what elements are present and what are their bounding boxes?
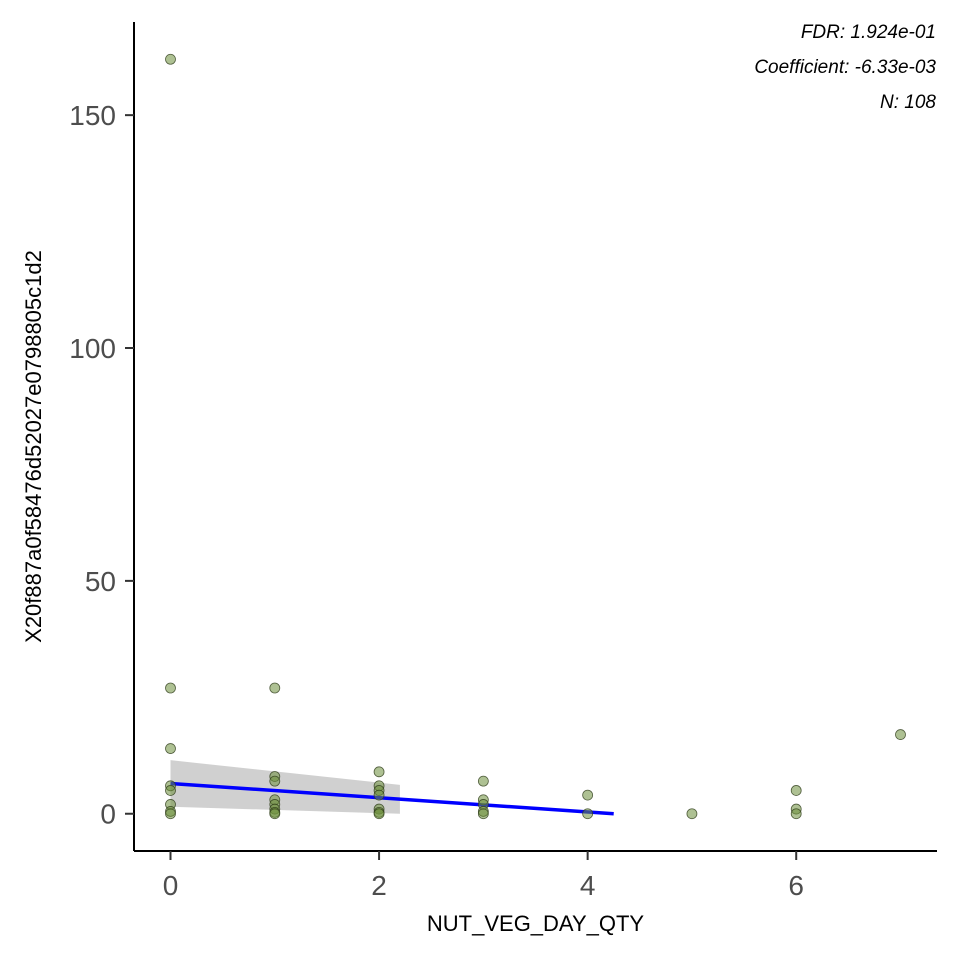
data-point — [790, 808, 802, 820]
data-point — [165, 682, 176, 694]
x-ticks: 0 2 4 6 — [163, 851, 804, 901]
fit-line-layer — [170, 781, 614, 816]
data-point — [477, 775, 489, 787]
axes-layer — [133, 22, 937, 852]
x-tick-label: 6 — [788, 870, 804, 901]
data-point — [582, 808, 594, 820]
data-point — [373, 766, 385, 778]
annotation-fdr: FDR: 1.924e-01 — [801, 22, 936, 43]
data-point — [582, 789, 594, 801]
x-tick-label: 0 — [163, 870, 179, 901]
data-point — [269, 808, 281, 820]
y-tick-label: 0 — [100, 799, 116, 830]
y-tick-label: 50 — [85, 566, 116, 597]
x-tick-label: 2 — [371, 870, 387, 901]
data-point — [269, 775, 281, 787]
data-point — [477, 808, 489, 820]
y-tick-label: 100 — [69, 333, 116, 364]
data-point — [165, 743, 176, 754]
y-ticks: 0 50 100 150 — [69, 100, 134, 830]
data-point — [165, 785, 176, 796]
regression-line — [170, 781, 614, 816]
data-point — [373, 808, 385, 820]
y-axis-title: X20f887a0f58476d52027e0798805c1d2 — [21, 250, 46, 643]
x-axis-title: NUT_VEG_DAY_QTY — [427, 911, 645, 936]
annotation-coefficient: Coefficient: -6.33e-03 — [754, 57, 936, 78]
confidence-band-layer — [170, 760, 400, 814]
data-point — [895, 729, 906, 740]
annotation-n: N: 108 — [880, 92, 936, 113]
data-point — [790, 785, 802, 796]
data-point — [165, 53, 176, 65]
data-point — [686, 808, 698, 820]
x-tick-label: 4 — [580, 870, 596, 901]
y-tick-label: 150 — [69, 100, 116, 131]
data-point — [165, 808, 176, 820]
confidence-band — [170, 760, 400, 814]
data-point — [373, 789, 385, 801]
points-layer — [165, 53, 906, 820]
data-point — [269, 682, 281, 694]
